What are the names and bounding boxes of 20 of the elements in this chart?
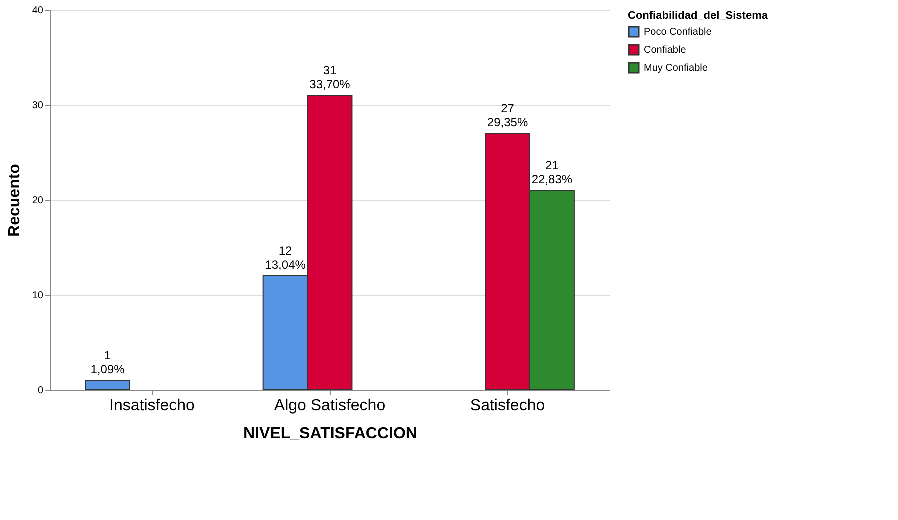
- legend-title: Confiabilidad_del_Sistema: [628, 10, 769, 22]
- x-tick-label: Algo Satisfecho: [274, 398, 386, 414]
- y-tick-label: 40: [32, 6, 44, 16]
- y-tick-label: 20: [32, 196, 44, 206]
- y-axis-title: Recuento: [6, 164, 24, 237]
- legend-label: Poco Confiable: [644, 27, 712, 38]
- x-tick-label: Satisfecho: [470, 398, 546, 414]
- data-label: 27 29,35%: [487, 102, 528, 130]
- y-tick-label: 30: [32, 100, 44, 112]
- legend-label: Confiable: [644, 45, 687, 56]
- x-tick-label: Insatisfecho: [110, 398, 196, 414]
- data-label: 1 1,09%: [90, 348, 126, 376]
- bar: [85, 380, 130, 390]
- legend-label: Muy Confiable: [644, 63, 708, 74]
- data-label: 21 22,83%: [532, 158, 573, 186]
- data-label: 31 33,70%: [310, 64, 351, 92]
- y-tick-label: 0: [38, 386, 44, 396]
- data-label: 12 13,04%: [265, 244, 306, 272]
- x-axis-title: NIVEL_SATISFACCION: [244, 426, 418, 442]
- y-tick-label: 10: [32, 290, 44, 302]
